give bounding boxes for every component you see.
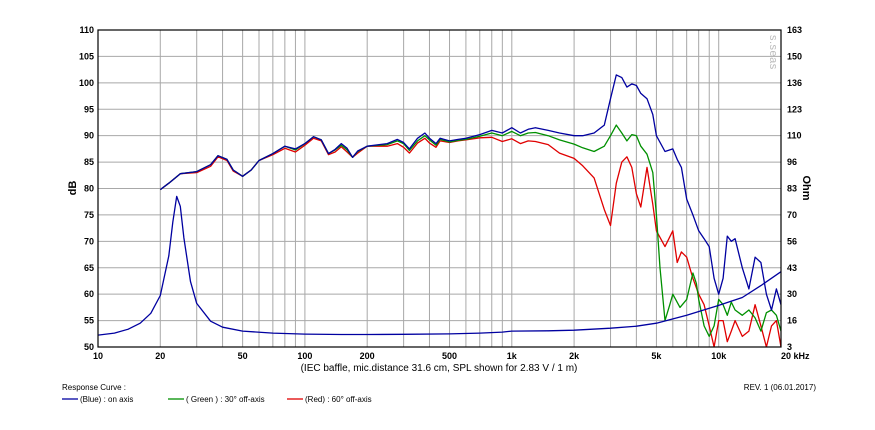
x-tick-label: 2k xyxy=(569,351,580,361)
x-tick-label: 1k xyxy=(507,351,518,361)
x-tick-label: 10k xyxy=(711,351,727,361)
spl-curve-0 xyxy=(159,74,781,311)
x-tick-label: 10 xyxy=(93,351,103,361)
y-axis-right-label: Ohm xyxy=(800,175,812,200)
y-left-tick-label: 105 xyxy=(79,51,94,61)
y-right-tick-label: 56 xyxy=(787,236,797,246)
y-left-tick-label: 85 xyxy=(84,157,94,167)
y-right-tick-label: 16 xyxy=(787,316,797,326)
y-left-tick-label: 100 xyxy=(79,78,94,88)
y-right-tick-label: 30 xyxy=(787,289,797,299)
legend-entry: ( Green ) : 30° off-axis xyxy=(186,395,265,404)
y-right-tick-label: 96 xyxy=(787,157,797,167)
x-tick-label: 20 xyxy=(155,351,165,361)
tick-labels: 10 20 50 100 200 500 1k 2k 5k 10k 50 55 60 65 70 75 80 85… xyxy=(79,25,802,361)
legend-entry: (Blue) : on axis xyxy=(80,395,133,404)
y-right-tick-label: 3 xyxy=(787,342,792,352)
legend: (Blue) : on axis ( Green ) : 30° off-axis… xyxy=(62,395,372,404)
y-left-tick-label: 75 xyxy=(84,210,94,220)
y-left-tick-label: 55 xyxy=(84,316,94,326)
x-axis-label: (IEC baffle, mic.distance 31.6 cm, SPL s… xyxy=(301,363,578,374)
y-right-tick-label: 83 xyxy=(787,184,797,194)
y-left-tick-label: 80 xyxy=(84,184,94,194)
y-left-tick-label: 65 xyxy=(84,263,94,273)
impedance-curve xyxy=(98,195,781,336)
x-tick-label: 50 xyxy=(238,351,248,361)
y-right-tick-label: 70 xyxy=(787,210,797,220)
y-axis-left-label: dB xyxy=(67,181,79,196)
y-right-tick-label: 123 xyxy=(787,104,802,114)
y-left-tick-label: 95 xyxy=(84,104,94,114)
plot-frame xyxy=(97,29,782,348)
y-left-tick-label: 50 xyxy=(84,342,94,352)
x-tick-label: 200 xyxy=(360,351,375,361)
y-left-tick-label: 70 xyxy=(84,236,94,246)
x-tick-label: 500 xyxy=(442,351,457,361)
legend-title: Response Curve : xyxy=(62,383,126,392)
y-right-tick-label: 163 xyxy=(787,25,802,35)
legend-entry: (Red) : 60° off-axis xyxy=(305,395,372,404)
x-unit-label: 20 kHz xyxy=(781,351,810,361)
spl-curve-2 xyxy=(159,136,781,347)
y-right-tick-label: 136 xyxy=(787,78,802,88)
y-left-tick-label: 90 xyxy=(84,131,94,141)
x-tick-label: 5k xyxy=(651,351,662,361)
x-tick-label: 100 xyxy=(297,351,312,361)
watermark: s.seas xyxy=(767,35,779,70)
y-right-tick-label: 43 xyxy=(787,263,797,273)
y-right-tick-label: 150 xyxy=(787,51,802,61)
y-left-tick-label: 110 xyxy=(79,25,94,35)
revision-label: REV. 1 (06.01.2017) xyxy=(744,383,817,392)
y-left-tick-label: 60 xyxy=(84,289,94,299)
curves xyxy=(98,74,781,347)
y-right-tick-label: 110 xyxy=(787,131,802,141)
